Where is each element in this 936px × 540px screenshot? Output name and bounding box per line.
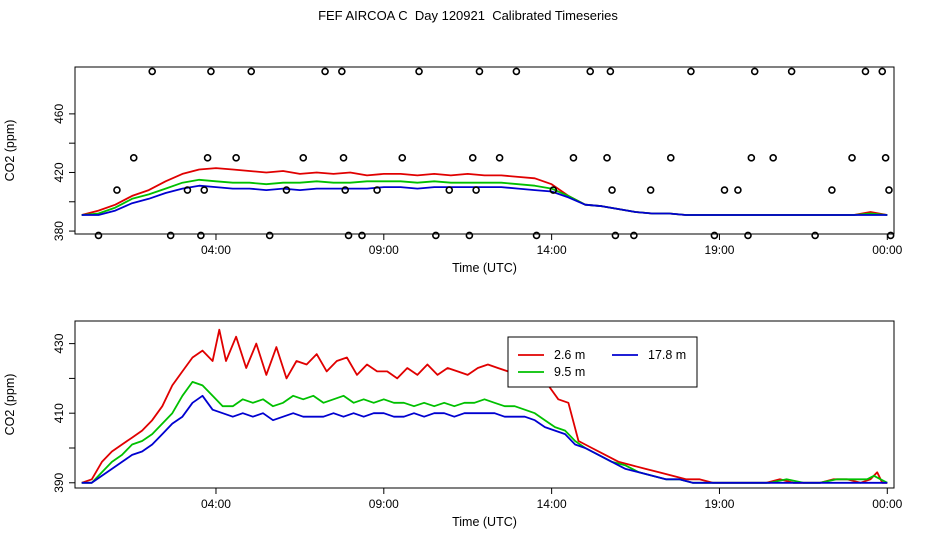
x-tick-label-bottom: 00:00 <box>872 497 902 511</box>
data-point-marker <box>344 231 353 240</box>
data-point-marker <box>630 231 638 240</box>
data-point-marker <box>769 154 777 162</box>
data-point-marker <box>747 154 756 162</box>
data-point-marker <box>339 154 348 162</box>
x-tick-label-top: 00:00 <box>872 243 902 257</box>
data-point-marker <box>183 186 192 194</box>
legend-label: 17.8 m <box>648 348 686 362</box>
x-tick-label-bottom: 04:00 <box>201 497 231 511</box>
y-tick-label-top: 380 <box>52 221 66 241</box>
y-tick-label-top: 420 <box>52 162 66 182</box>
x-tick-label-top: 14:00 <box>537 243 567 257</box>
data-point-marker <box>398 154 407 162</box>
data-point-marker <box>358 231 366 240</box>
x-axis-title-bottom: Time (UTC) <box>452 515 517 529</box>
data-point-marker <box>472 186 480 194</box>
data-point-marker <box>878 67 887 76</box>
data-point-marker <box>687 67 695 76</box>
data-point-marker <box>200 186 209 194</box>
data-point-marker <box>495 154 504 162</box>
data-point-marker <box>373 186 381 194</box>
y-tick-label-top: 460 <box>52 104 66 124</box>
y-tick-label-bottom: 410 <box>52 403 66 423</box>
x-tick-label-top: 09:00 <box>369 243 399 257</box>
data-point-marker <box>232 154 240 162</box>
data-point-marker <box>94 231 103 240</box>
data-point-marker <box>861 67 870 76</box>
data-point-marker <box>415 67 423 76</box>
data-point-marker <box>886 231 895 240</box>
legend-label: 2.6 m <box>554 348 585 362</box>
legend-box <box>507 336 698 388</box>
data-point-marker <box>734 186 742 194</box>
y-axis-title-top: CO2 (ppm) <box>3 120 17 182</box>
data-point-marker <box>828 186 836 194</box>
data-point-marker <box>468 154 477 162</box>
data-point-marker <box>299 154 308 162</box>
y-tick-label-bottom: 390 <box>52 472 66 492</box>
data-point-marker <box>611 231 620 240</box>
data-point-marker <box>166 231 175 240</box>
series-line-top-2 <box>81 184 888 216</box>
series-line-17-8-m <box>81 394 888 484</box>
data-point-marker <box>341 186 350 194</box>
data-point-marker <box>720 186 729 194</box>
x-tick-label-bottom: 14:00 <box>537 497 567 511</box>
data-point-marker <box>432 231 440 240</box>
data-point-marker <box>569 154 578 162</box>
data-point-marker <box>646 186 655 194</box>
data-point-marker <box>465 231 474 240</box>
plot-frame-bottom <box>74 320 895 489</box>
data-point-marker <box>787 67 796 76</box>
data-point-marker <box>475 67 484 76</box>
data-point-marker <box>512 67 521 76</box>
data-point-marker <box>265 231 274 240</box>
data-point-marker <box>608 186 616 194</box>
data-point-marker <box>811 231 819 240</box>
data-point-marker <box>445 186 454 194</box>
data-point-marker <box>666 154 675 162</box>
data-point-marker <box>207 67 215 76</box>
data-point-marker <box>338 67 346 76</box>
data-point-marker <box>710 231 719 240</box>
data-point-marker <box>203 154 212 162</box>
data-point-marker <box>129 154 138 162</box>
data-point-marker <box>197 231 205 240</box>
data-point-marker <box>549 186 558 194</box>
x-axis-title-top: Time (UTC) <box>452 261 517 275</box>
x-tick-label-top: 04:00 <box>201 243 231 257</box>
data-point-marker <box>885 186 893 194</box>
x-tick-label-bottom: 19:00 <box>704 497 734 511</box>
page-title: FEF AIRCOA C Day 120921 Calibrated Times… <box>318 8 618 23</box>
legend-label: 9.5 m <box>554 365 585 379</box>
y-axis-title-bottom: CO2 (ppm) <box>3 374 17 436</box>
data-point-marker <box>586 67 595 76</box>
data-point-marker <box>750 67 759 76</box>
data-point-marker <box>282 186 291 194</box>
data-point-marker <box>744 231 752 240</box>
data-point-marker <box>148 67 157 76</box>
data-point-marker <box>113 186 121 194</box>
data-point-marker <box>321 67 329 76</box>
data-point-marker <box>247 67 256 76</box>
x-tick-label-top: 19:00 <box>704 243 734 257</box>
data-point-marker <box>606 67 615 76</box>
plot-frame-top <box>74 66 895 235</box>
x-tick-label-bottom: 09:00 <box>369 497 399 511</box>
data-point-marker <box>848 154 856 162</box>
data-point-marker <box>532 231 541 240</box>
data-point-marker <box>881 154 890 162</box>
data-point-marker <box>603 154 611 162</box>
series-line-2-6-m <box>81 328 888 484</box>
y-tick-label-bottom: 430 <box>52 333 66 353</box>
